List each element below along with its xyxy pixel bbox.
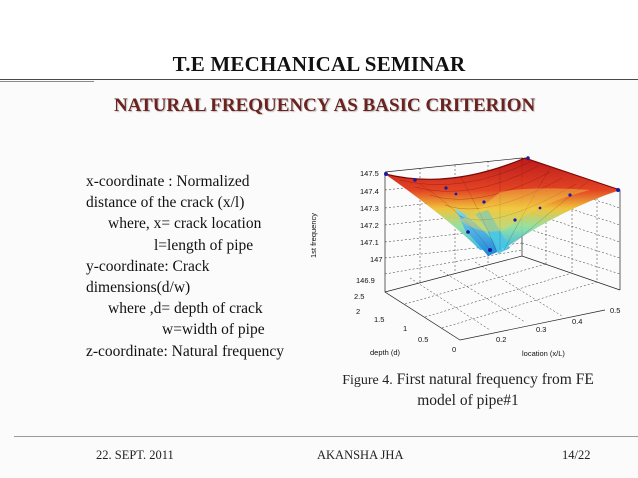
z-tick: 147.3 bbox=[360, 204, 379, 213]
page-number: 14/22 bbox=[562, 448, 591, 462]
title-divider-accent bbox=[0, 81, 94, 82]
caption-line2: model of pipe#1 bbox=[417, 392, 519, 409]
depth-tick: 1 bbox=[403, 324, 407, 333]
depth-tick: 0.5 bbox=[418, 335, 428, 344]
surface-data-points bbox=[384, 156, 620, 252]
location-tick: 0.4 bbox=[572, 317, 582, 326]
footer-author: AKANSHA JHA bbox=[317, 448, 404, 462]
slide-title: T.E MECHANICAL SEMINAR bbox=[172, 52, 466, 76]
caption-label: Figure 4. bbox=[342, 373, 393, 388]
z-tick: 146.9 bbox=[356, 276, 375, 285]
body-line: x-coordinate : Normalized bbox=[86, 173, 250, 190]
body-line: dimensions(d/w) bbox=[86, 279, 191, 297]
body-line: where, x= crack location bbox=[108, 215, 262, 233]
caption-text: First natural frequency from FE bbox=[392, 371, 594, 388]
z-tick: 147.2 bbox=[360, 221, 379, 230]
location-tick: 0.5 bbox=[610, 306, 620, 315]
footer-date: 22. SEPT. 2011 bbox=[96, 448, 174, 462]
body-line: l=length of pipe bbox=[154, 236, 254, 254]
z-axis-label: 1st frequency bbox=[309, 213, 318, 258]
figure-caption: Figure 4. First natural frequency from F… bbox=[318, 370, 618, 411]
location-tick: 0.3 bbox=[536, 325, 546, 334]
body-line: distance of the crack (x/l) bbox=[86, 194, 245, 212]
slide-heading: NATURAL FREQUENCY AS BASIC CRITERION bbox=[114, 95, 536, 116]
location-axis-ticks: 0.5 0.4 0.3 0.2 bbox=[496, 306, 620, 344]
depth-tick: 0 bbox=[452, 345, 456, 354]
body-line: w=width of pipe bbox=[162, 321, 265, 339]
title-divider bbox=[0, 79, 638, 80]
title-band bbox=[0, 0, 638, 80]
frequency-surface-plot: 147.5 147.4 147.3 147.2 147.1 147 146.9 … bbox=[309, 156, 621, 358]
body-text: x-coordinate : Normalized distance of th… bbox=[86, 171, 326, 362]
location-tick: 0.2 bbox=[496, 335, 506, 344]
z-tick: 147 bbox=[370, 255, 383, 264]
frequency-surface bbox=[384, 157, 621, 256]
body-line: y-coordinate: Crack bbox=[86, 257, 210, 275]
y-axis-label: location (x/L) bbox=[522, 349, 565, 358]
depth-tick: 2.5 bbox=[354, 292, 364, 301]
footer-divider bbox=[14, 436, 638, 437]
z-axis-ticks: 147.5 147.4 147.3 147.2 147.1 147 146.9 bbox=[356, 169, 383, 285]
depth-tick: 2 bbox=[356, 307, 360, 316]
body-line: z-coordinate: Natural frequency bbox=[86, 342, 284, 360]
z-tick: 147.4 bbox=[360, 187, 379, 196]
z-tick: 147.5 bbox=[360, 169, 379, 178]
depth-axis-ticks: 2.5 2 1.5 1 0.5 0 bbox=[354, 292, 456, 354]
body-line: where ,d= depth of crack bbox=[108, 300, 263, 318]
depth-tick: 1.5 bbox=[374, 315, 384, 324]
z-tick: 147.1 bbox=[360, 238, 379, 247]
x-axis-label: depth (d) bbox=[370, 348, 401, 357]
